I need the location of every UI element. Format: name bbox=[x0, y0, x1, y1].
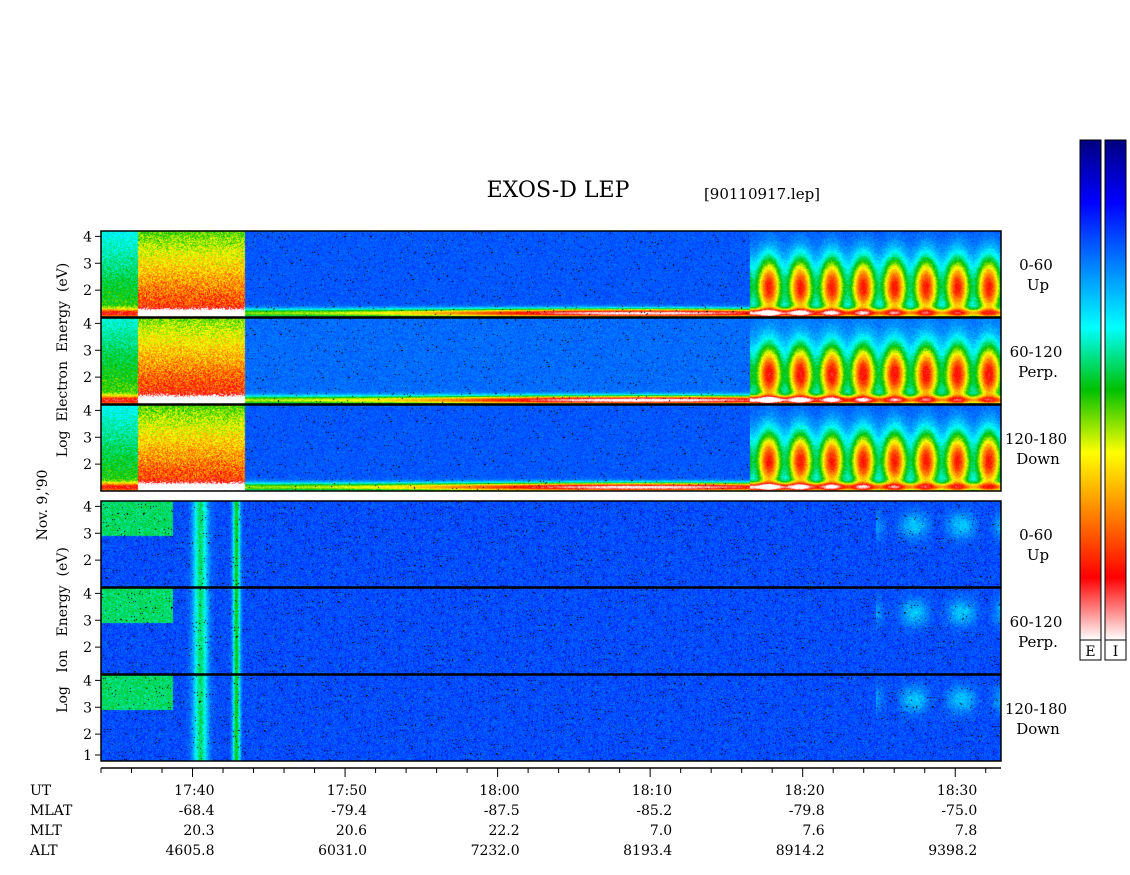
y-tick-label: 2 bbox=[83, 727, 92, 743]
footer-cell-ut: 18:10 bbox=[632, 783, 672, 799]
spectrogram-panel-5 bbox=[101, 588, 1001, 674]
ephemeris-table: UT MLAT MLT ALT 17:40 -68.4 20.3 4605.8 17:50 -79… bbox=[29, 783, 977, 859]
panel-direction-label: Perp. bbox=[1018, 363, 1058, 381]
panel-angle-label: 120-180 bbox=[1005, 700, 1067, 718]
panel-direction-label: Down bbox=[1016, 720, 1060, 738]
y-tick-label: 4 bbox=[83, 403, 92, 419]
chart-title: EXOS-D LEP bbox=[487, 178, 630, 203]
footer-row-label: MLAT bbox=[30, 803, 73, 819]
y-tick-label: 4 bbox=[83, 229, 92, 245]
footer-cell-ut: 18:00 bbox=[479, 783, 519, 799]
spectrogram-panel-3 bbox=[101, 405, 1001, 491]
colorbar-label-box bbox=[1104, 639, 1127, 661]
y-tick-label: 3 bbox=[83, 700, 92, 716]
y-tick-label: 4 bbox=[83, 499, 92, 515]
panel-frame bbox=[100, 230, 1002, 318]
y-tick-label: 3 bbox=[83, 526, 92, 542]
panel-frame bbox=[100, 317, 1002, 405]
footer-cell-mlt: 20.6 bbox=[336, 823, 367, 839]
footer-row-label: UT bbox=[30, 783, 52, 799]
spectrogram-panel-4 bbox=[101, 501, 1001, 587]
footer-cell-ut: 17:40 bbox=[174, 783, 214, 799]
spectrogram-panels bbox=[100, 230, 1002, 762]
electron-y-axis-label: Log Electron Energy (eV) bbox=[55, 263, 71, 457]
y-tick-label: 1 bbox=[83, 748, 92, 764]
time-axis bbox=[100, 767, 1001, 777]
footer-row-label: ALT bbox=[29, 843, 58, 859]
footer-cell-alt: 8193.4 bbox=[623, 843, 672, 859]
footer-cell-mlat: -79.4 bbox=[331, 803, 367, 819]
footer-cell-mlat: -87.5 bbox=[484, 803, 520, 819]
y-tick-label: 4 bbox=[83, 316, 92, 332]
panel-axes: 2 3 4 2 3 4 2 3 4 2 3 4 2 3 4 2 3 4 1 bbox=[83, 229, 101, 764]
y-tick-label: 2 bbox=[83, 283, 92, 299]
panel-angle-label: 0-60 bbox=[1019, 256, 1053, 274]
date-label: Nov. 9,'90 bbox=[35, 470, 51, 541]
colorbar-ion bbox=[1104, 139, 1127, 641]
y-tick-label: 2 bbox=[83, 457, 92, 473]
panel-angle-label: 120-180 bbox=[1005, 430, 1067, 448]
footer-cell-mlt: 7.8 bbox=[955, 823, 977, 839]
footer-cell-alt: 8914.2 bbox=[776, 843, 825, 859]
footer-cell-mlat: -79.8 bbox=[789, 803, 825, 819]
footer-cell-mlt: 7.6 bbox=[802, 823, 824, 839]
panel-direction-label: Perp. bbox=[1018, 633, 1058, 651]
footer-cell-mlt: 22.2 bbox=[488, 823, 519, 839]
file-label: [90110917.lep] bbox=[704, 185, 820, 203]
y-tick-label: 3 bbox=[83, 256, 92, 272]
panel-angle-label: 60-120 bbox=[1010, 343, 1063, 361]
panel-direction-label: Up bbox=[1027, 546, 1049, 564]
footer-cell-mlat: -68.4 bbox=[179, 803, 215, 819]
footer-cell-mlt: 20.3 bbox=[183, 823, 214, 839]
y-tick-label: 2 bbox=[83, 640, 92, 656]
colorbar-label: I bbox=[1113, 644, 1119, 660]
footer-cell-mlat: -85.2 bbox=[636, 803, 672, 819]
footer-cell-ut: 17:50 bbox=[327, 783, 367, 799]
colorbar-electron bbox=[1079, 139, 1102, 641]
footer-cell-alt: 4605.8 bbox=[166, 843, 215, 859]
panel-frame bbox=[100, 587, 1002, 675]
footer-cell-mlat: -75.0 bbox=[941, 803, 977, 819]
y-tick-label: 4 bbox=[83, 673, 92, 689]
panel-angle-labels: 0-60 Up 60-120 Perp. 120-180 Down 0-60 Up 60-120… bbox=[1005, 256, 1067, 738]
footer-cell-alt: 9398.2 bbox=[928, 843, 977, 859]
panel-angle-label: 0-60 bbox=[1019, 526, 1053, 544]
panel-angle-label: 60-120 bbox=[1010, 613, 1063, 631]
y-tick-label: 3 bbox=[83, 343, 92, 359]
spectrogram-panel-2 bbox=[101, 318, 1001, 404]
footer-cell-ut: 18:30 bbox=[937, 783, 977, 799]
footer-cell-mlt: 7.0 bbox=[650, 823, 672, 839]
colorbar-label: E bbox=[1085, 644, 1095, 660]
ion-y-axis-label: Log Ion Energy (eV) bbox=[55, 547, 71, 713]
y-tick-label: 2 bbox=[83, 370, 92, 386]
spectrogram-panel-1 bbox=[101, 231, 1001, 317]
panel-direction-label: Up bbox=[1027, 276, 1049, 294]
y-tick-label: 4 bbox=[83, 586, 92, 602]
footer-row-label: MLT bbox=[30, 823, 62, 839]
y-tick-label: 2 bbox=[83, 553, 92, 569]
footer-cell-alt: 7232.0 bbox=[471, 843, 520, 859]
panel-frame bbox=[100, 404, 1002, 492]
panel-frame bbox=[100, 500, 1002, 588]
panel-direction-label: Down bbox=[1016, 450, 1060, 468]
y-tick-label: 3 bbox=[83, 613, 92, 629]
footer-cell-alt: 6031.0 bbox=[318, 843, 367, 859]
colorbar-label-box bbox=[1079, 639, 1102, 661]
spectrogram-panel-6 bbox=[101, 675, 1001, 761]
footer-cell-ut: 18:20 bbox=[784, 783, 824, 799]
panel-frame bbox=[100, 674, 1002, 762]
y-tick-label: 3 bbox=[83, 430, 92, 446]
